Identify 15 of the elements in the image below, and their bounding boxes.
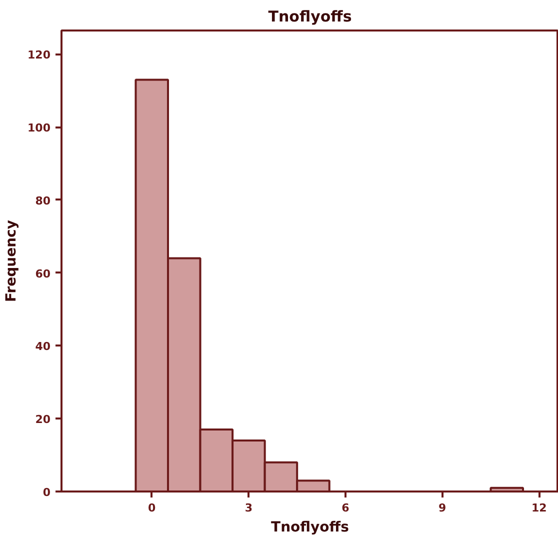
chart-title: Tnoflyoffs	[268, 8, 352, 26]
y-axis-title: Frequency	[4, 220, 20, 302]
x-tick-label: 12	[531, 502, 547, 514]
y-tick-label: 0	[42, 486, 51, 499]
y-tick-label: 120	[28, 48, 51, 62]
y-tick-label: 40	[35, 340, 51, 354]
y-tick-label: 80	[35, 194, 51, 208]
x-tick-label: 0	[148, 502, 156, 514]
x-tick-label: 3	[244, 502, 253, 514]
y-tick-label: 60	[35, 267, 51, 280]
y-tick-label: 20	[35, 413, 51, 426]
x-tick-label: 6	[342, 502, 350, 514]
x-tick-label: 9	[438, 502, 446, 514]
x-axis-title: Tnoflyoffs	[271, 520, 349, 536]
y-tick-label: 100	[28, 122, 51, 135]
